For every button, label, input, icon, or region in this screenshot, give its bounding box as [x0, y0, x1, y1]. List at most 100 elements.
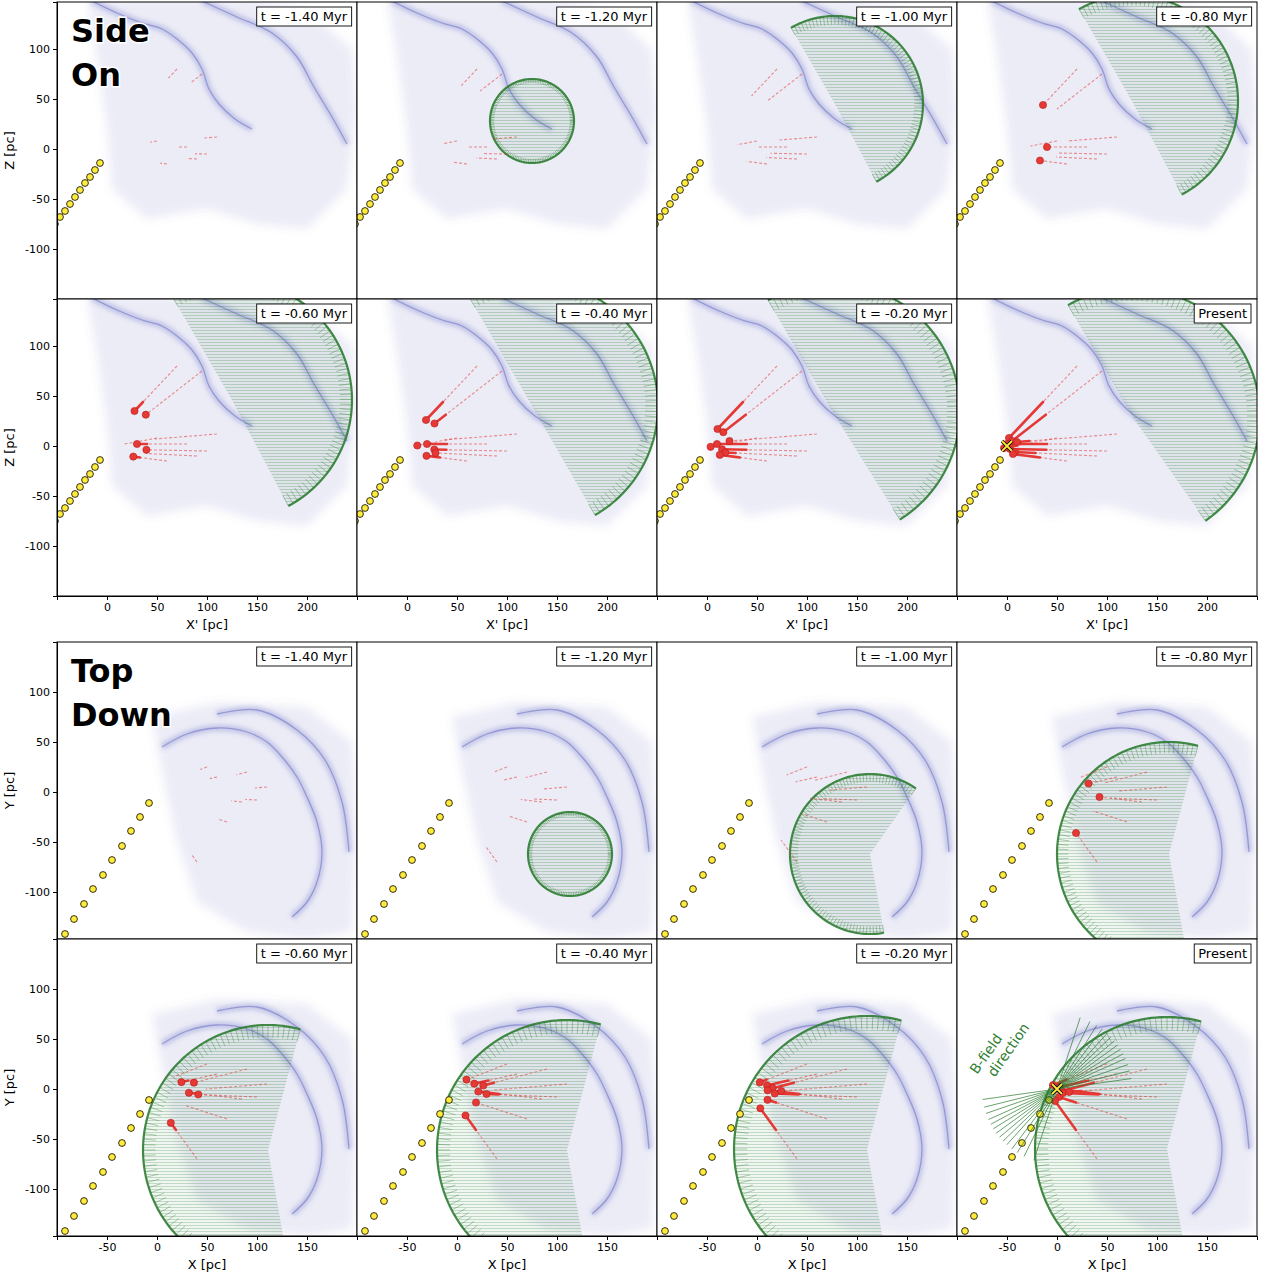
star-track: [191, 74, 202, 83]
tick: 0: [1054, 1236, 1061, 1254]
x-axis: -50050100150: [958, 1236, 1258, 1254]
panel-title: t = -0.40 Myr: [561, 306, 648, 321]
sun-path-point: [987, 471, 994, 478]
x-axis: -50050100150: [658, 1236, 958, 1254]
shell: [469, 299, 657, 515]
star: [185, 1089, 192, 1096]
shell-rim: [768, 299, 957, 520]
tick-mark: [207, 596, 208, 600]
plot-area: [957, 2, 1257, 229]
panel-title-box: [557, 7, 652, 26]
tick-mark: [1107, 1236, 1108, 1240]
star: [178, 1079, 185, 1086]
sun-path-point: [62, 931, 69, 938]
star: [771, 1090, 778, 1097]
sun-path-point: [87, 471, 94, 478]
shell-rim-ticks: [1035, 1017, 1201, 1236]
star: [1013, 438, 1020, 445]
tick-mark: [53, 446, 57, 447]
cloud-ridge: [217, 709, 349, 852]
sun-path-point: [390, 1183, 397, 1190]
tick: 0: [43, 440, 57, 453]
tick: 200: [1197, 596, 1218, 614]
panel-background: [57, 642, 357, 939]
star-track: [746, 371, 802, 415]
tick-label: 0: [454, 1241, 461, 1254]
axis-line: [53, 3, 58, 300]
star: [463, 1076, 470, 1083]
sun-path-point: [92, 167, 99, 174]
sun-path-point: [982, 477, 989, 484]
sun-path-point: [657, 511, 663, 518]
tick-label: 200: [597, 601, 618, 614]
sun-path-point: [71, 916, 78, 923]
shell-fill: [490, 79, 574, 163]
sun-present: [1052, 1084, 1062, 1094]
shell-rim-ticks: [1057, 742, 1198, 939]
star-track: [185, 1105, 228, 1119]
star-track: [494, 1069, 547, 1083]
sun-path-point: [971, 916, 978, 923]
sun-path-point: [1019, 843, 1026, 850]
tick: 100: [29, 983, 57, 996]
star-track: [796, 777, 817, 782]
star: [195, 1091, 202, 1098]
star: [1036, 157, 1043, 164]
star: [716, 451, 723, 458]
star-track: [198, 1095, 257, 1098]
plot-area: [62, 999, 357, 1236]
tick-mark: [53, 742, 57, 743]
panel-frame: [657, 642, 957, 939]
sun-path-point: [662, 505, 669, 512]
tick-label: 100: [1147, 1241, 1168, 1254]
tick-label: 200: [897, 601, 918, 614]
panel: B-fielddirectionPresent-50050100150: [957, 939, 1258, 1281]
x-axis-title: X [pc]: [488, 1257, 527, 1272]
star-track: [767, 1064, 808, 1080]
sun-path-point: [977, 484, 984, 491]
sun-path-point: [357, 511, 363, 518]
star: [167, 1119, 174, 1126]
panel: t = -0.40 Myr-50050100150: [357, 939, 658, 1280]
sun-path-point: [967, 201, 974, 208]
star-track: [447, 443, 487, 444]
tick-label: 0: [1004, 601, 1011, 614]
panel-title-box: [257, 647, 352, 666]
panel-background: [357, 642, 657, 939]
sun-path-point: [387, 174, 394, 181]
star-track: [483, 153, 507, 155]
x-axis-title: X [pc]: [188, 1257, 227, 1272]
shell-rim: [790, 774, 916, 934]
sun-path-point: [1009, 1154, 1016, 1161]
star-track: [446, 450, 507, 451]
sun-path-point: [982, 180, 989, 187]
tick: 100: [1097, 596, 1118, 614]
star-track: [492, 137, 517, 139]
star-track: [1118, 787, 1167, 791]
tick-label: -50: [32, 193, 50, 206]
bfield-line: [986, 1065, 1128, 1114]
star-track: [140, 458, 167, 462]
sun-path-point: [371, 1213, 378, 1220]
x-axis: 050100150200: [958, 596, 1258, 614]
axis-line: [58, 1237, 358, 1241]
shell: [172, 299, 352, 506]
tick: 150: [597, 1236, 618, 1254]
tick-label: -100: [25, 540, 50, 553]
panel-frame: [57, 642, 357, 939]
shell-rim: [734, 1016, 901, 1236]
sun-path-point: [667, 201, 674, 208]
tick: 150: [547, 596, 568, 614]
tick-mark: [1207, 596, 1208, 600]
star-track: [1030, 434, 1118, 441]
shell-rim-ticks: [143, 1025, 300, 1236]
shell-fill: [143, 1025, 300, 1236]
sun-path-point: [737, 1111, 744, 1118]
tick: 200: [297, 596, 318, 614]
sun-path-point: [92, 464, 99, 471]
star: [1096, 793, 1103, 800]
sun-path-point: [81, 901, 88, 908]
star-track: [476, 1103, 527, 1120]
tick-mark: [53, 496, 57, 497]
sun-path-point: [362, 931, 369, 938]
